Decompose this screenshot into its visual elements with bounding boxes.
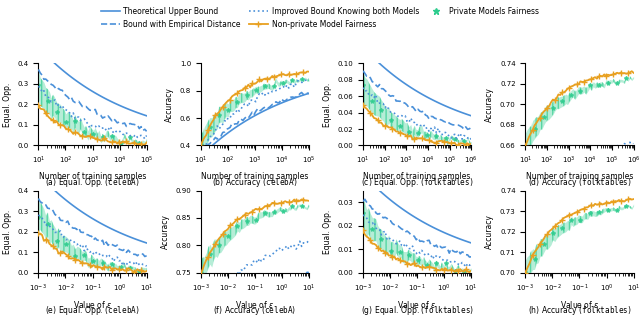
X-axis label: Value of $\epsilon$: Value of $\epsilon$ — [73, 299, 112, 310]
Legend: Theoretical Upper Bound, Bound with Empirical Distance, Improved Bound Knowing b: Theoretical Upper Bound, Bound with Empi… — [97, 4, 543, 32]
Title: (b) Accuracy ($\mathtt{celebA}$): (b) Accuracy ($\mathtt{celebA}$) — [212, 176, 298, 189]
Y-axis label: Equal. Opp.: Equal. Opp. — [3, 82, 12, 126]
Title: (h) Accuracy ($\mathtt{folktables}$): (h) Accuracy ($\mathtt{folktables}$) — [527, 303, 632, 316]
Title: (c) Equal. Opp. ($\mathtt{folktables}$): (c) Equal. Opp. ($\mathtt{folktables}$) — [361, 176, 474, 189]
Y-axis label: Equal. Opp.: Equal. Opp. — [323, 210, 332, 254]
X-axis label: Value of $\epsilon$: Value of $\epsilon$ — [560, 299, 599, 310]
X-axis label: Value of $\epsilon$: Value of $\epsilon$ — [235, 299, 275, 310]
Title: (a) Equal. Opp. ($\mathtt{celebA}$): (a) Equal. Opp. ($\mathtt{celebA}$) — [45, 176, 140, 189]
Title: (d) Accuracy ($\mathtt{folktables}$): (d) Accuracy ($\mathtt{folktables}$) — [527, 176, 632, 189]
Title: (e) Equal. Opp. ($\mathtt{celebA}$): (e) Equal. Opp. ($\mathtt{celebA}$) — [45, 303, 140, 316]
X-axis label: Value of $\epsilon$: Value of $\epsilon$ — [397, 299, 437, 310]
Title: (g) Equal. Opp. ($\mathtt{folktables}$): (g) Equal. Opp. ($\mathtt{folktables}$) — [360, 303, 474, 316]
Y-axis label: Accuracy: Accuracy — [165, 87, 174, 122]
X-axis label: Number of training samples: Number of training samples — [526, 172, 633, 181]
X-axis label: Number of training samples: Number of training samples — [201, 172, 308, 181]
Y-axis label: Equal. Opp.: Equal. Opp. — [323, 82, 332, 126]
Y-axis label: Accuracy: Accuracy — [485, 214, 494, 249]
Y-axis label: Accuracy: Accuracy — [161, 214, 170, 249]
X-axis label: Number of training samples: Number of training samples — [39, 172, 146, 181]
Y-axis label: Accuracy: Accuracy — [485, 87, 494, 122]
Y-axis label: Equal. Opp.: Equal. Opp. — [3, 210, 12, 254]
X-axis label: Number of training samples: Number of training samples — [364, 172, 471, 181]
Title: (f) Accuracy ($\mathtt{celebA}$): (f) Accuracy ($\mathtt{celebA}$) — [213, 303, 296, 316]
